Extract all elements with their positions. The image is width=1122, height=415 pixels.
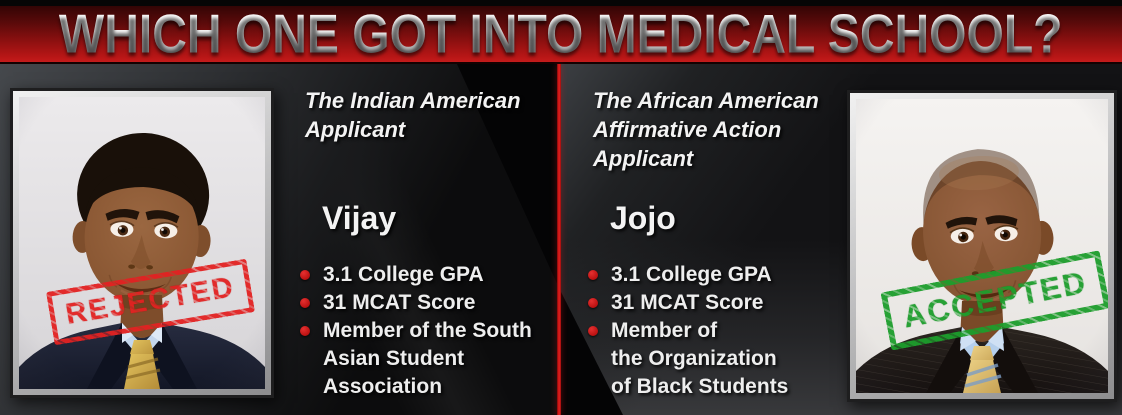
bullet-dot: [300, 270, 310, 280]
qualification-list-left: 3.1 College GPA 31 MCAT Score Member of …: [300, 261, 562, 401]
list-item: 3.1 College GPA: [588, 261, 850, 289]
bullet-dot: [588, 326, 598, 336]
jojo-portrait-illustration: [856, 99, 1108, 393]
bullet-text: Member of the Organization of Black Stud…: [611, 319, 789, 398]
bullet-dot: [588, 298, 598, 308]
header-banner: WHICH ONE GOT INTO MEDICAL SCHOOL?: [0, 0, 1122, 65]
bullet-dot: [300, 326, 310, 336]
list-item: Member of the South Asian Student Associ…: [300, 317, 562, 401]
list-item: 31 MCAT Score: [300, 289, 562, 317]
jojo-photo-frame: ACCEPTED: [847, 90, 1117, 402]
bullet-dot: [300, 298, 310, 308]
vijay-photo: REJECTED: [19, 97, 265, 389]
vijay-portrait-illustration: [19, 97, 265, 389]
vijay-photo-frame: REJECTED: [10, 88, 274, 398]
panel-divider: [557, 64, 561, 415]
page-title: WHICH ONE GOT INTO MEDICAL SCHOOL?: [59, 3, 1063, 65]
list-item: 31 MCAT Score: [588, 289, 850, 317]
list-item: Member of the Organization of Black Stud…: [588, 317, 850, 401]
jojo-photo: ACCEPTED: [856, 99, 1108, 393]
bullet-text: 3.1 College GPA: [323, 263, 484, 286]
bullet-dot: [588, 270, 598, 280]
list-item: 3.1 College GPA: [300, 261, 562, 289]
jojo-info-column: The African American Affirmative Action …: [588, 64, 850, 415]
bullet-text: 31 MCAT Score: [323, 291, 476, 314]
qualification-list-right: 3.1 College GPA 31 MCAT Score Member of …: [588, 261, 850, 401]
applicant-name-right: Jojo: [610, 200, 676, 236]
applicant-heading-right: The African American Affirmative Action …: [593, 88, 819, 171]
applicant-name-left: Vijay: [322, 200, 397, 236]
bullet-text: Member of the South Asian Student Associ…: [323, 319, 532, 398]
bullet-text: 3.1 College GPA: [611, 263, 772, 286]
applicant-heading-left: The Indian American Applicant: [305, 88, 521, 142]
vijay-info-column: The Indian American Applicant Vijay 3.1 …: [300, 64, 562, 415]
bullet-text: 31 MCAT Score: [611, 291, 764, 314]
